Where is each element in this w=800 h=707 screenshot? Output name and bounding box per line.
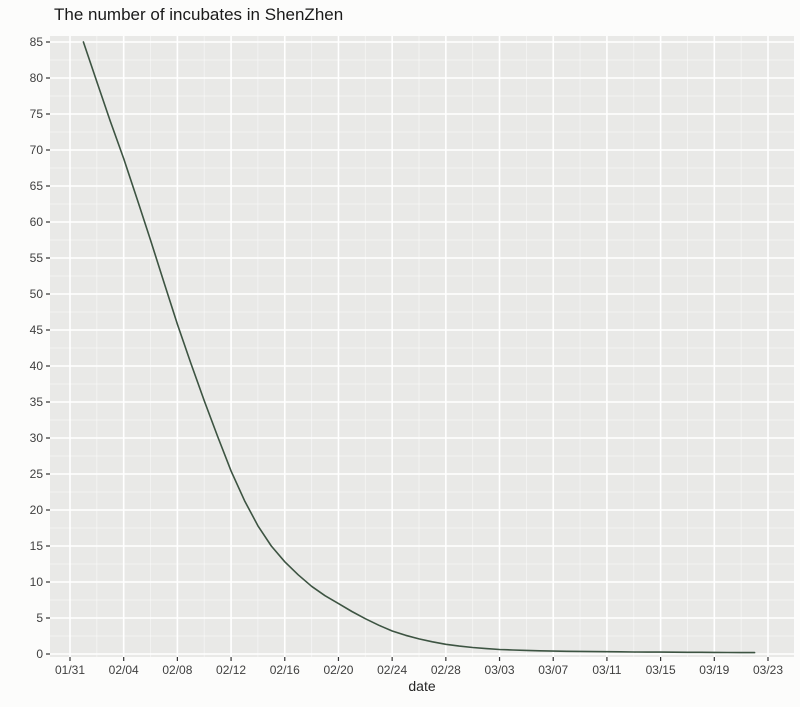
y-tick-label: 0 xyxy=(36,647,43,661)
x-tick-label: 01/31 xyxy=(55,663,85,677)
y-tick-label: 5 xyxy=(36,611,43,625)
series-line-incubates xyxy=(82,41,756,654)
x-tick-label: 02/20 xyxy=(323,663,353,677)
x-tick-label: 03/03 xyxy=(485,663,515,677)
y-tick-label: 15 xyxy=(30,539,44,553)
x-tick-label: 02/28 xyxy=(431,663,461,677)
x-tick-label: 02/16 xyxy=(270,663,300,677)
y-tick-label: 65 xyxy=(30,179,44,193)
x-tick-label: 03/19 xyxy=(699,663,729,677)
x-tick-label: 02/12 xyxy=(216,663,246,677)
x-tick-label: 02/08 xyxy=(162,663,192,677)
y-tick-label: 40 xyxy=(30,359,44,373)
x-tick-label: 02/04 xyxy=(109,663,139,677)
chart-title: The number of incubates in ShenZhen xyxy=(54,5,344,24)
y-tick-label: 75 xyxy=(30,107,44,121)
y-tick-label: 25 xyxy=(30,467,44,481)
x-tick-label: 03/23 xyxy=(753,663,783,677)
y-tick-label: 50 xyxy=(30,287,44,301)
x-axis-title: date xyxy=(408,678,436,694)
y-tick-label: 30 xyxy=(30,431,44,445)
y-tick-label: 10 xyxy=(30,575,44,589)
y-tick-label: 45 xyxy=(30,323,44,337)
x-tick-label: 02/24 xyxy=(377,663,407,677)
y-tick-label: 70 xyxy=(30,143,44,157)
x-tick-label: 03/15 xyxy=(646,663,676,677)
y-tick-label: 55 xyxy=(30,251,44,265)
y-tick-label: 60 xyxy=(30,215,44,229)
y-tick-label: 35 xyxy=(30,395,44,409)
y-tick-label: 20 xyxy=(30,503,44,517)
plot-panel xyxy=(50,36,794,657)
x-tick-label: 03/07 xyxy=(538,663,568,677)
x-tick-label: 03/11 xyxy=(592,663,621,677)
y-tick-label: 80 xyxy=(30,71,44,85)
y-tick-label: 85 xyxy=(30,35,44,49)
